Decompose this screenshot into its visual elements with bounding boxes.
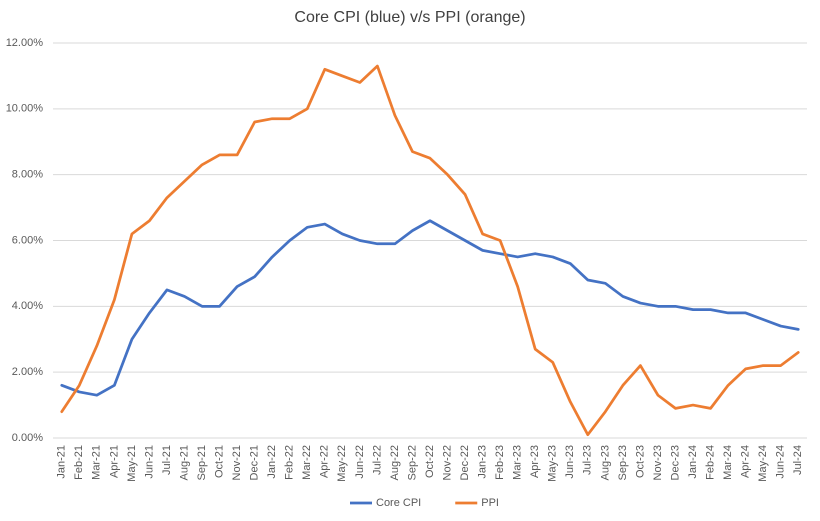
y-tick-label: 12.00% (6, 37, 44, 49)
x-tick-label: Feb-22 (284, 445, 296, 480)
x-tick-label: Feb-21 (73, 445, 85, 480)
chart-title: Core CPI (blue) v/s PPI (orange) (294, 9, 525, 26)
x-tick-label: Sep-23 (617, 445, 629, 480)
x-tick-label: Mar-23 (512, 445, 524, 480)
y-tick-label: 0.00% (12, 432, 43, 444)
x-tick-label: Jun-24 (775, 445, 787, 479)
x-tick-label: Jan-23 (477, 445, 489, 479)
x-tick-label: Oct-21 (213, 445, 225, 478)
x-tick-label: May-24 (757, 445, 769, 482)
x-tick-label: Jul-21 (161, 445, 173, 475)
x-tick-label: Dec-21 (249, 445, 261, 480)
x-tick-label: May-22 (336, 445, 348, 482)
x-tick-label: Nov-21 (231, 445, 243, 480)
x-tick-label: Oct-22 (424, 445, 436, 478)
x-tick-label: Mar-21 (91, 445, 103, 480)
y-tick-label: 8.00% (12, 169, 43, 181)
x-tick-label: May-23 (547, 445, 559, 482)
x-tick-label: Aug-21 (178, 445, 190, 480)
x-tick-label: Jun-21 (143, 445, 155, 479)
x-tick-label: May-21 (126, 445, 138, 482)
x-tick-label: Jan-22 (266, 445, 278, 479)
line-series (60, 219, 800, 397)
x-tick-label: Apr-21 (108, 445, 120, 478)
x-tick-label: Feb-24 (704, 445, 716, 480)
x-tick-label: Nov-22 (441, 445, 453, 480)
x-tick-label: Aug-22 (389, 445, 401, 480)
x-tick-label: Nov-23 (652, 445, 664, 480)
x-tick-label: Jun-23 (564, 445, 576, 479)
x-tick-label: Dec-22 (459, 445, 471, 480)
x-tick-label: Feb-23 (494, 445, 506, 480)
x-tick-label: Aug-23 (599, 445, 611, 480)
line-series (60, 64, 800, 437)
x-tick-label: Oct-23 (634, 445, 646, 478)
x-tick-label: Dec-23 (669, 445, 681, 480)
x-tick-label: Mar-24 (722, 445, 734, 480)
y-tick-label: 2.00% (12, 366, 43, 378)
x-tick-label: Jun-22 (354, 445, 366, 479)
x-tick-label: Sep-22 (406, 445, 418, 480)
x-tick-label: Jan-21 (56, 445, 68, 479)
y-tick-label: 10.00% (6, 103, 44, 115)
legend-label: PPI (481, 497, 499, 509)
x-tick-label: Jul-23 (582, 445, 594, 475)
y-tick-label: 6.00% (12, 234, 43, 246)
x-tick-label: Mar-22 (301, 445, 313, 480)
legend-label: Core CPI (376, 497, 421, 509)
x-tick-label: Sep-21 (196, 445, 208, 480)
y-tick-label: 4.00% (12, 300, 43, 312)
x-tick-label: Apr-24 (740, 445, 752, 478)
x-tick-label: Apr-23 (529, 445, 541, 478)
x-tick-label: Jul-22 (371, 445, 383, 475)
x-tick-label: Jul-24 (792, 445, 804, 475)
x-tick-label: Jan-24 (687, 445, 699, 479)
x-tick-label: Apr-22 (319, 445, 331, 478)
